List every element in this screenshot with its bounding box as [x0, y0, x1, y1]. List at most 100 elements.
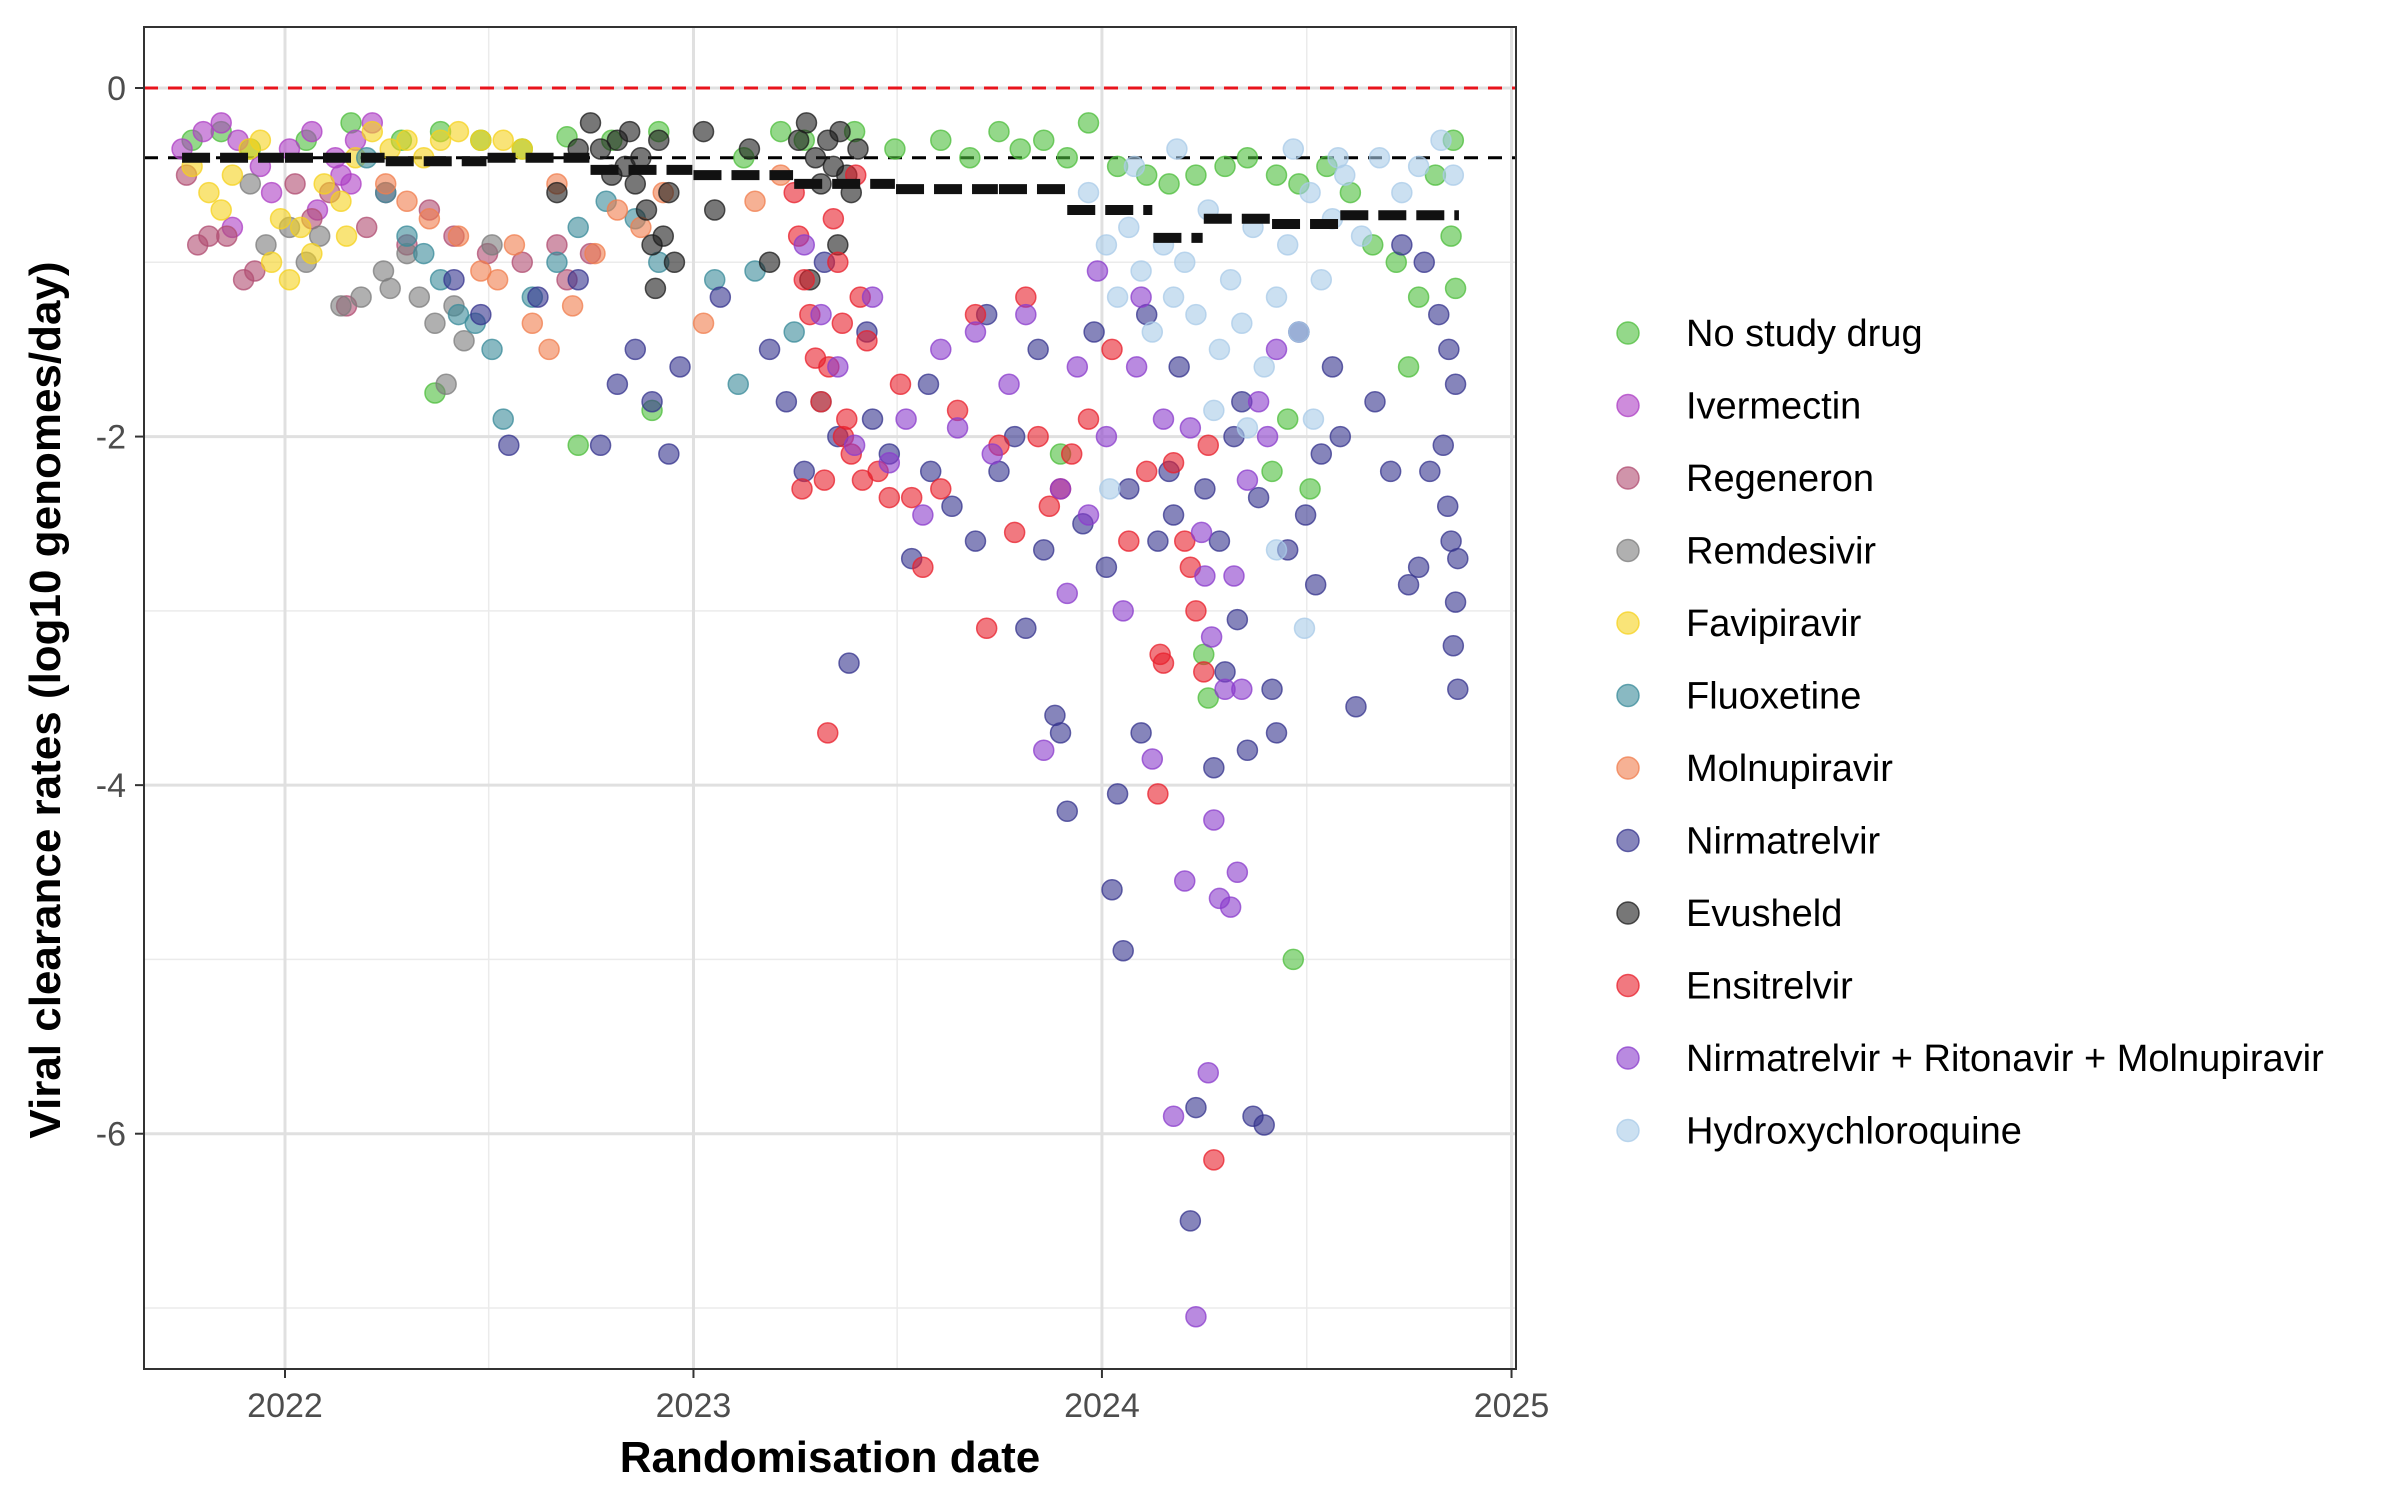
data-point [1162, 451, 1185, 474]
data-point [396, 225, 418, 247]
data-point [1112, 600, 1134, 622]
data-point [847, 138, 869, 160]
legend-key [1616, 538, 1640, 563]
data-point [1276, 234, 1299, 256]
data-point [1027, 425, 1049, 448]
data-point [503, 234, 526, 256]
legend-key [1616, 321, 1640, 345]
data-point [1203, 756, 1225, 779]
data-point [418, 207, 441, 230]
legend-key [1616, 393, 1640, 418]
legend-key [1616, 611, 1640, 635]
data-point [210, 199, 232, 221]
data-point [350, 286, 372, 308]
data-point [964, 321, 987, 343]
data-point [838, 652, 860, 674]
x-tick-label: 2025 [1474, 1387, 1550, 1425]
data-point [1009, 138, 1031, 160]
data-point [567, 268, 589, 291]
data-point [424, 312, 446, 335]
data-point [561, 295, 584, 317]
data-point [447, 225, 470, 247]
data-point [538, 338, 560, 361]
data-point [727, 373, 749, 396]
data-point [1407, 155, 1430, 178]
x-tick-label: 2023 [656, 1387, 732, 1425]
data-point [1391, 181, 1413, 204]
data-point [861, 408, 884, 430]
data-point [758, 251, 781, 274]
y-axis: 0 -2 -4 -6 [96, 70, 144, 1154]
data-point [396, 190, 418, 213]
data-point [795, 112, 818, 134]
data-point [669, 356, 691, 378]
data-point [396, 129, 418, 152]
data-point [1027, 338, 1049, 361]
data-point [917, 373, 940, 396]
data-point [709, 286, 732, 308]
data-point [692, 120, 715, 143]
data-point [374, 173, 397, 195]
data-point [330, 295, 352, 317]
data-point [1077, 181, 1100, 204]
data-point [988, 120, 1010, 143]
data-point [930, 478, 952, 500]
data-point [1141, 321, 1164, 343]
data-point [912, 504, 934, 526]
data-point [1310, 268, 1333, 291]
data-point [919, 460, 942, 483]
data-point [946, 417, 969, 439]
data-point [941, 495, 963, 518]
data-point [658, 443, 680, 465]
data-point [1247, 486, 1270, 509]
data-point [355, 216, 378, 239]
legend-label: Hydroxychloroquine [1686, 1111, 2022, 1153]
data-point [1299, 478, 1321, 500]
x-axis-title: Randomisation date [620, 1433, 1041, 1482]
data-point [1436, 495, 1459, 518]
data-point [851, 469, 874, 491]
data-point [1038, 495, 1061, 518]
data-point [1162, 1105, 1185, 1128]
data-point [1015, 617, 1037, 640]
data-point [1077, 408, 1100, 430]
data-point [1174, 530, 1196, 552]
data-point [1185, 164, 1207, 186]
data-point [787, 129, 810, 152]
data-point [1444, 591, 1467, 613]
data-point [1077, 112, 1100, 134]
data-point [1056, 146, 1078, 169]
data-point [793, 234, 816, 256]
data-point [1095, 425, 1118, 448]
data-point [1152, 652, 1175, 674]
data-point [658, 181, 680, 204]
data-point [981, 443, 1004, 465]
data-point [1147, 530, 1169, 552]
data-point [624, 173, 647, 195]
data-point [301, 120, 323, 143]
data-point [447, 303, 470, 326]
data-point [1407, 286, 1430, 308]
data-point [1106, 286, 1129, 308]
data-point [635, 199, 658, 221]
data-points [171, 112, 1469, 1328]
data-point [1190, 521, 1213, 544]
legend-label: Ensitrelvir [1686, 966, 1853, 1008]
data-point [1203, 1149, 1225, 1171]
data-point [1265, 722, 1288, 744]
legend-key [1616, 683, 1640, 708]
data-point [810, 303, 832, 326]
data-point [486, 268, 509, 291]
data-point [1440, 225, 1462, 247]
data-point [1130, 260, 1152, 282]
legend-key [1616, 466, 1640, 490]
data-point [1135, 460, 1158, 483]
data-point [470, 129, 492, 152]
data-point [1174, 251, 1196, 274]
data-point [301, 242, 323, 265]
data-point [1226, 861, 1249, 884]
data-point [1219, 268, 1242, 291]
trend-segments [182, 152, 1459, 243]
data-point [210, 112, 232, 134]
data-point [703, 199, 726, 221]
